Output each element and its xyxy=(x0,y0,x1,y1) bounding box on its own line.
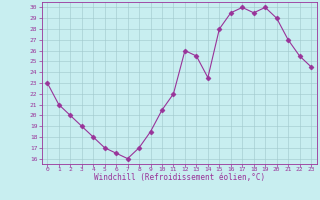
X-axis label: Windchill (Refroidissement éolien,°C): Windchill (Refroidissement éolien,°C) xyxy=(94,173,265,182)
